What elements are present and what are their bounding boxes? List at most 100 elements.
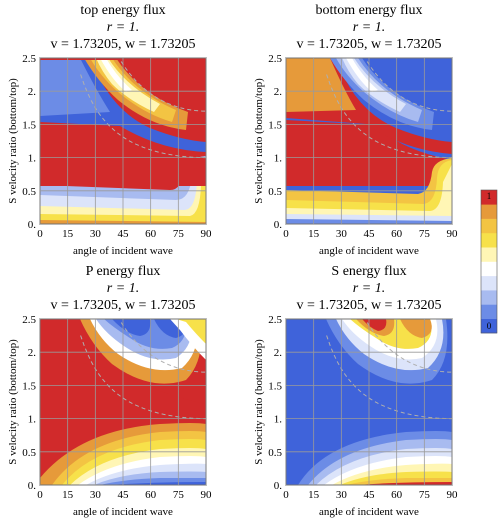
panel-subtitle-r: r = 1. bbox=[353, 281, 385, 296]
y-tick-label: 1.5 bbox=[268, 380, 282, 392]
grid bbox=[39, 57, 207, 225]
panel-title: S energy flux bbox=[331, 264, 406, 279]
grid bbox=[285, 57, 453, 225]
y-tick-label: 0. bbox=[28, 480, 37, 492]
x-tick-label: 75 bbox=[419, 228, 431, 240]
x-tick-label: 30 bbox=[90, 489, 102, 501]
legend-swatch bbox=[481, 318, 497, 334]
y-tick-label: 1.5 bbox=[268, 119, 282, 131]
x-tick-label: 90 bbox=[447, 489, 459, 501]
legend-swatch bbox=[481, 304, 497, 319]
x-tick-label: 45 bbox=[118, 228, 130, 240]
panel-p-energy-flux: P energy flux r = 1. v = 1.73205, w = 1.… bbox=[7, 264, 212, 518]
legend-swatches bbox=[480, 189, 498, 334]
x-axis-label: angle of incident wave bbox=[319, 245, 419, 257]
grid bbox=[285, 318, 453, 486]
y-tick-label: 1. bbox=[274, 414, 283, 426]
legend-top-label: 1 bbox=[487, 191, 492, 201]
legend-swatch bbox=[481, 190, 497, 205]
legend-swatch bbox=[481, 290, 497, 305]
panel-subtitle-r: r = 1. bbox=[107, 20, 139, 35]
panel-top-energy-flux: top energy flux r = 1. v = 1.73205, w = … bbox=[7, 3, 212, 257]
x-tick-label: 45 bbox=[364, 489, 376, 501]
y-axis-label: S velocity ratio (bottom/top) bbox=[253, 78, 265, 204]
guide-curve bbox=[80, 335, 206, 420]
x-tick-label: 0 bbox=[283, 489, 289, 501]
x-tick-label: 45 bbox=[118, 489, 130, 501]
x-axis-label: angle of incident wave bbox=[319, 506, 419, 518]
grid bbox=[39, 318, 207, 486]
x-tick-label: 90 bbox=[201, 228, 213, 240]
y-tick-label: 0. bbox=[274, 480, 283, 492]
legend-bottom-label: 0 bbox=[487, 321, 492, 331]
panel-title: P energy flux bbox=[86, 264, 161, 279]
panel-subtitle-r: r = 1. bbox=[107, 281, 139, 296]
panel-bottom-energy-flux: bottom energy flux r = 1. v = 1.73205, w… bbox=[253, 3, 458, 257]
legend-swatch bbox=[481, 261, 497, 277]
x-tick-label: 15 bbox=[62, 228, 74, 240]
y-axis-label: S velocity ratio (bottom/top) bbox=[7, 339, 19, 465]
guide-curve bbox=[80, 74, 206, 159]
y-tick-label: 2.5 bbox=[22, 53, 36, 65]
x-tick-label: 60 bbox=[145, 489, 157, 501]
y-axis-label: S velocity ratio (bottom/top) bbox=[7, 78, 19, 204]
panel-subtitle-vw: v = 1.73205, w = 1.73205 bbox=[51, 298, 196, 313]
y-tick-label: 0. bbox=[28, 219, 37, 231]
y-tick-label: 2.5 bbox=[268, 314, 282, 326]
x-tick-label: 90 bbox=[447, 228, 459, 240]
panel-subtitle-r: r = 1. bbox=[353, 20, 385, 35]
legend-swatch bbox=[481, 275, 497, 291]
legend-swatch bbox=[481, 232, 497, 248]
x-tick-label: 45 bbox=[364, 228, 376, 240]
guide-curve bbox=[326, 74, 452, 159]
x-tick-label: 75 bbox=[173, 228, 185, 240]
panel-title: bottom energy flux bbox=[315, 3, 422, 18]
y-tick-label: 0.5 bbox=[268, 447, 282, 459]
y-tick-label: 1. bbox=[28, 153, 37, 165]
y-tick-label: 0.5 bbox=[22, 447, 36, 459]
x-tick-label: 15 bbox=[62, 489, 74, 501]
x-tick-label: 30 bbox=[336, 228, 348, 240]
x-tick-label: 30 bbox=[336, 489, 348, 501]
x-tick-label: 30 bbox=[90, 228, 102, 240]
x-tick-label: 0 bbox=[283, 228, 289, 240]
guide-curve bbox=[366, 61, 452, 112]
legend-swatch bbox=[481, 204, 497, 219]
y-axis-label: S velocity ratio (bottom/top) bbox=[253, 339, 265, 465]
legend-swatch bbox=[481, 218, 497, 234]
y-tick-label: 2. bbox=[28, 347, 37, 359]
x-tick-label: 15 bbox=[308, 228, 320, 240]
panel-subtitle-vw: v = 1.73205, w = 1.73205 bbox=[297, 37, 442, 52]
y-tick-label: 1.5 bbox=[22, 119, 36, 131]
x-tick-label: 0 bbox=[37, 228, 43, 240]
guide-curve bbox=[120, 322, 206, 373]
y-tick-label: 2. bbox=[28, 86, 37, 98]
x-tick-label: 75 bbox=[173, 489, 185, 501]
x-tick-label: 0 bbox=[37, 489, 43, 501]
x-tick-label: 75 bbox=[419, 489, 431, 501]
y-tick-label: 0. bbox=[274, 219, 283, 231]
guide-curve bbox=[326, 335, 452, 420]
y-tick-label: 0.5 bbox=[268, 186, 282, 198]
panel-s-energy-flux: S energy flux r = 1. v = 1.73205, w = 1.… bbox=[253, 264, 458, 518]
x-tick-label: 60 bbox=[391, 489, 403, 501]
x-tick-label: 60 bbox=[145, 228, 157, 240]
y-tick-label: 0.5 bbox=[22, 186, 36, 198]
y-tick-label: 2. bbox=[274, 86, 283, 98]
guide-curve bbox=[366, 322, 452, 373]
guide-curve bbox=[120, 61, 206, 112]
x-axis-label: angle of incident wave bbox=[73, 506, 173, 518]
legend-swatch bbox=[481, 247, 497, 262]
x-axis-label: angle of incident wave bbox=[73, 245, 173, 257]
y-tick-label: 2.5 bbox=[22, 314, 36, 326]
y-tick-label: 1.5 bbox=[22, 380, 36, 392]
panel-subtitle-vw: v = 1.73205, w = 1.73205 bbox=[297, 298, 442, 313]
panel-title: top energy flux bbox=[80, 3, 165, 18]
y-tick-label: 1. bbox=[28, 414, 37, 426]
y-tick-label: 1. bbox=[274, 153, 283, 165]
y-tick-label: 2. bbox=[274, 347, 283, 359]
x-tick-label: 15 bbox=[308, 489, 320, 501]
y-tick-label: 2.5 bbox=[268, 53, 282, 65]
x-tick-label: 60 bbox=[391, 228, 403, 240]
